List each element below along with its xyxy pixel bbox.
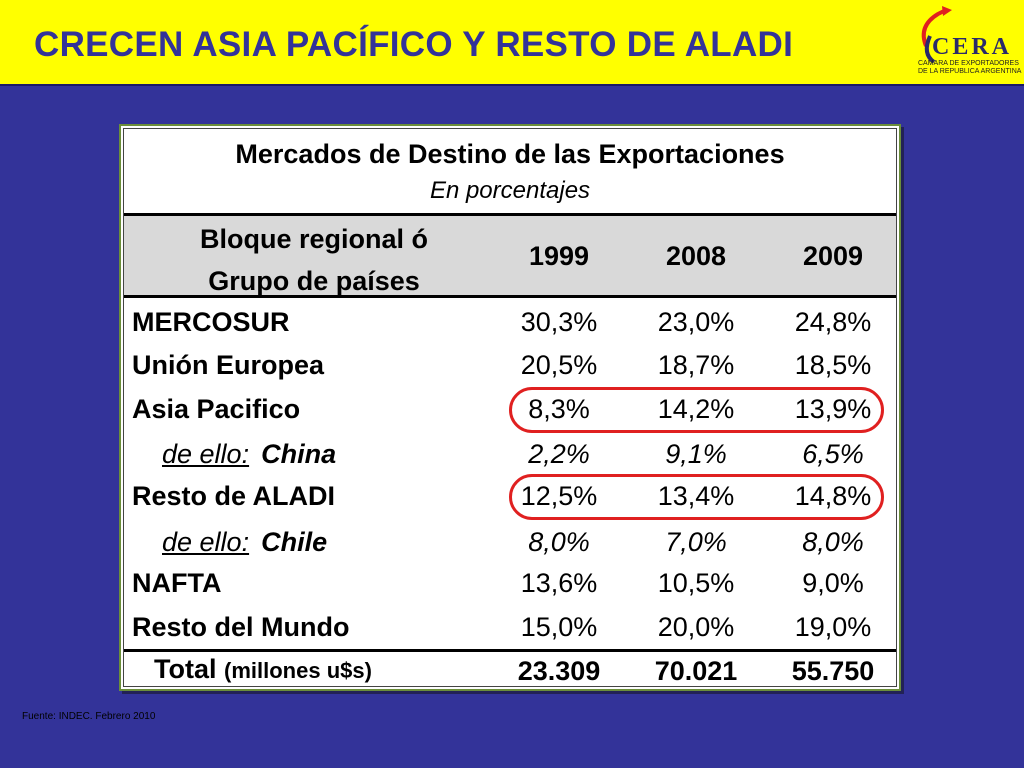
header-label: Bloque regional ó Grupo de países — [199, 224, 428, 296]
table-title: Mercados de Destino de las Exportaciones — [235, 139, 785, 169]
cera-logo: CERA CAMARA DE EXPORTADORES DE LA REPUBL… — [912, 6, 1022, 82]
year-header: 2008 — [665, 241, 727, 271]
table-header: Bloque regional ó Grupo de países 1999 2… — [124, 213, 896, 298]
highlight-oval — [509, 474, 884, 520]
logo-subtitle: CAMARA DE EXPORTADORES DE LA REPUBLICA A… — [918, 60, 1022, 75]
logo-swoosh-icon — [921, 6, 952, 64]
header-bar: CRECEN ASIA PACÍFICO Y RESTO DE ALADI CE… — [0, 0, 1024, 86]
table-row: de ello: Chile 8,0% 7,0% 8,0% — [162, 527, 864, 557]
year-header: 1999 — [528, 241, 590, 271]
table-row: Resto del Mundo 15,0% 20,0% 19,0% — [132, 612, 872, 642]
export-markets-table: Mercados de Destino de las Exportaciones… — [119, 124, 901, 691]
total-row: Total (millones u$s) 23.309 70.021 55.75… — [124, 649, 896, 694]
table-row: Asia Pacifico 8,3% 14,2% 13,9% — [132, 394, 872, 424]
table-row: MERCOSUR 30,3% 23,0% 24,8% — [132, 307, 872, 337]
total-label: Total (millones u$s) — [154, 654, 372, 684]
table-row: NAFTA 13,6% 10,5% 9,0% — [132, 568, 864, 598]
year-header: 2009 — [802, 241, 864, 271]
table-row: Unión Europea 20,5% 18,7% 18,5% — [132, 350, 872, 380]
logo-text: CERA — [932, 34, 1013, 60]
table-row: de ello: China 2,2% 9,1% 6,5% — [162, 439, 864, 469]
page-title: CRECEN ASIA PACÍFICO Y RESTO DE ALADI — [34, 25, 794, 64]
highlight-oval — [509, 387, 884, 433]
table-subtitle: En porcentajes — [429, 177, 591, 204]
source-note: Fuente: INDEC. Febrero 2010 — [22, 711, 156, 722]
